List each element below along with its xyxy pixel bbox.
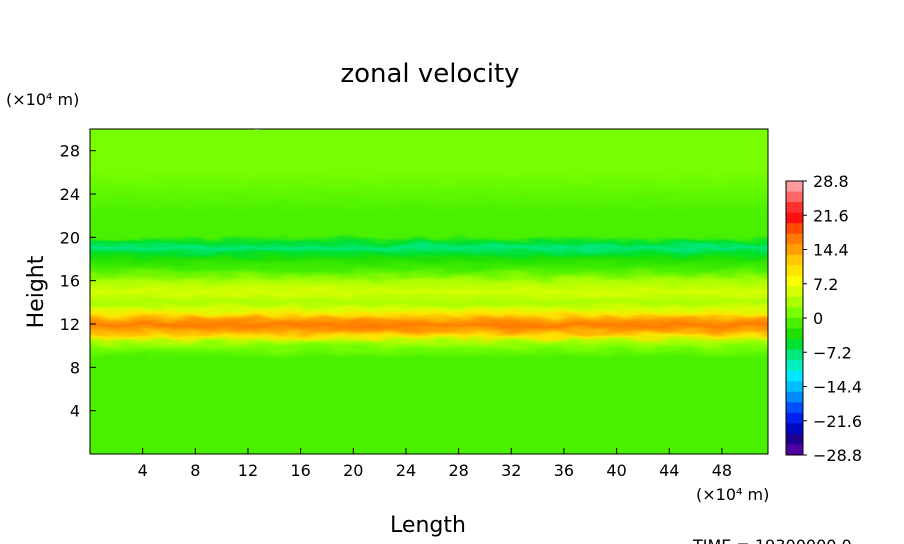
colorbar-label: −28.8 (813, 446, 862, 465)
x-tick-label: 28 (448, 461, 468, 480)
colorbar-label: −14.4 (813, 378, 862, 397)
colorbar-swatch (786, 233, 803, 245)
colorbar-label: 28.8 (813, 172, 849, 191)
colorbar-swatch (786, 433, 803, 445)
colorbar-swatch (786, 402, 803, 414)
x-axis-ticks: 4 8 12 16 20 24 28 32 36 40 44 48 (138, 448, 732, 480)
colorbar-swatch (786, 254, 803, 266)
colorbar-swatch (786, 339, 803, 351)
y-tick-label: 12 (60, 315, 80, 334)
colorbar-swatch (786, 275, 803, 287)
plot-area (90, 129, 768, 454)
colorbar-label: 14.4 (813, 241, 849, 260)
heatmap-field (90, 129, 768, 454)
colorbar-swatch (786, 212, 803, 224)
x-tick-label: 36 (554, 461, 574, 480)
y-tick-label: 16 (60, 272, 80, 291)
chart-title: zonal velocity (340, 59, 519, 89)
y-axis-ticks: 4 8 12 16 20 24 28 (60, 142, 96, 421)
time-stamp: TIME = 19300000.0 (692, 536, 852, 544)
y-axis-unit: (×10⁴ m) (6, 90, 79, 109)
y-tick-label: 8 (70, 358, 80, 377)
colorbar-swatch (786, 244, 803, 256)
colorbar-swatch (786, 307, 803, 319)
colorbar-swatch (786, 328, 803, 340)
colorbar-swatch (786, 191, 803, 203)
colorbar-swatch (786, 423, 803, 435)
colorbar-swatch (786, 181, 803, 192)
y-tick-label: 28 (60, 142, 80, 161)
colorbar-swatch (786, 349, 803, 361)
colorbar-swatch (786, 296, 803, 308)
x-tick-label: 8 (190, 461, 200, 480)
y-tick-label: 4 (70, 402, 80, 421)
x-axis-label: Length (390, 513, 466, 538)
colorbar-label: 21.6 (813, 206, 849, 225)
x-axis-unit: (×10⁴ m) (696, 485, 769, 504)
colorbar-label: −21.6 (813, 412, 862, 431)
colorbar-swatch (786, 223, 803, 235)
x-tick-label: 32 (501, 461, 521, 480)
x-tick-label: 4 (138, 461, 148, 480)
colorbar-swatch (786, 318, 803, 329)
x-tick-label: 12 (238, 461, 258, 480)
x-tick-label: 20 (343, 461, 363, 480)
colorbar-label: −7.2 (813, 343, 852, 362)
x-tick-label: 16 (290, 461, 310, 480)
colorbar-swatch (786, 391, 803, 403)
colorbar-swatch (786, 370, 803, 382)
x-tick-label: 40 (606, 461, 626, 480)
colorbar-swatch (786, 286, 803, 298)
x-tick-label: 44 (659, 461, 679, 480)
colorbar-label: 0 (813, 309, 823, 328)
x-tick-label: 48 (712, 461, 732, 480)
colorbar-swatch (786, 360, 803, 372)
colorbar-swatch (786, 265, 803, 277)
plot-frame (89, 128, 769, 455)
colorbar-label: 7.2 (813, 275, 838, 294)
y-tick-label: 20 (60, 228, 80, 247)
colorbar-swatch (786, 412, 803, 424)
x-tick-label: 24 (396, 461, 416, 480)
colorbar: 28.8 21.6 14.4 7.2 0 −7.2 −14.4 −21.6 −28.8 (785, 172, 862, 465)
y-tick-label: 24 (60, 185, 80, 204)
colorbar-swatch (786, 381, 803, 393)
colorbar-swatch (786, 202, 803, 214)
y-axis-label: Height (24, 255, 49, 328)
colorbar-swatch (786, 444, 803, 456)
